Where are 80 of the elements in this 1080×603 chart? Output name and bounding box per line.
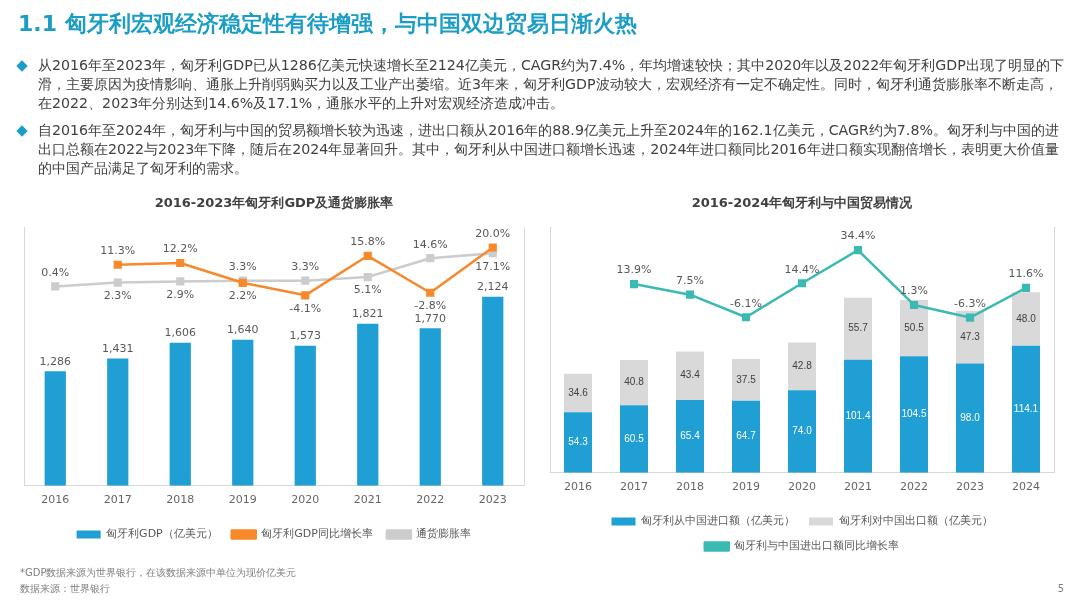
text: 5 [1056, 582, 1064, 596]
text: 1.1 匈牙利宏观经济稳定性有待增强，与中国双边贸易日渐火热 [18, 10, 637, 38]
data-label: 12.2% [162, 242, 198, 256]
data-label: 2.9% [166, 287, 195, 301]
data-label: 47.3 [960, 330, 981, 342]
data-label: 11.6% [1008, 267, 1044, 281]
data-label: 48.0 [1016, 312, 1037, 324]
data-label: 98.0 [960, 411, 981, 423]
legend-label: 匈牙利对中国出口额（亿美元） [838, 514, 993, 528]
x-tick-label: 2022 [900, 480, 928, 494]
data-label: 14.4% [784, 262, 820, 276]
x-tick-label: 2019 [732, 480, 760, 494]
x-tick-label: 2023 [478, 493, 507, 507]
x-tick-label: 2017 [103, 493, 132, 507]
legend-label: 匈牙利从中国进口额（亿美元） [641, 514, 795, 528]
chart-title: 2016-2023年匈牙利GDP及通货膨胀率 [154, 195, 394, 211]
data-label: 0.4% [41, 265, 70, 279]
x-tick-label: 2017 [620, 480, 648, 494]
x-tick-label: 2021 [353, 493, 382, 507]
data-label: 5.1% [353, 283, 382, 297]
data-label: 14.6% [412, 237, 448, 251]
x-tick-label: 2016 [564, 480, 592, 494]
chart-title: 2016-2024年匈牙利与中国贸易情况 [691, 195, 914, 211]
x-tick-label: 2019 [228, 493, 257, 507]
data-label: 1,640 [227, 323, 259, 337]
data-label: 101.4 [845, 410, 871, 422]
x-tick-label: 2020 [291, 493, 320, 507]
x-tick-label: 2021 [844, 480, 872, 494]
data-label: 3.3% [291, 259, 320, 273]
data-label: 65.4 [680, 430, 701, 442]
data-label: 42.8 [792, 360, 813, 372]
data-label: 55.7 [848, 322, 869, 334]
data-label: 60.5 [624, 432, 645, 444]
data-label: 43.4 [680, 369, 701, 381]
data-label: 20.0% [475, 226, 511, 240]
data-label: 1,770 [414, 311, 446, 325]
data-label: 2.3% [103, 288, 132, 302]
data-label: 1.3% [900, 284, 928, 298]
legend-label: 通货膨胀率 [416, 527, 472, 541]
data-label: 1,431 [102, 341, 134, 355]
x-tick-label: 2016 [41, 493, 70, 507]
data-label: 37.5 [736, 373, 757, 385]
x-tick-label: 2020 [788, 480, 816, 494]
data-label: 17.1% [475, 259, 511, 273]
data-label: 74.0 [792, 425, 813, 437]
text: 自2016年至2024年，匈牙利与中国的贸易额增长较为迅速，进出口额从2016年的88.9亿美元上升至2024年的162.1亿美元，CAGR约为7.8%。匈牙利与中国的进出口总额在2022与2023年下降，随后在2024年显著回升。其中，匈牙利从中国进口额增长迅速，2024年进口额同比2016年进口额实现翻倍增长，表明更大价值量的中国产品满足了匈牙利的需求。 [38, 121, 1060, 178]
data-label: 1,606 [164, 326, 196, 340]
data-label: 54.3 [568, 436, 589, 448]
data-label: 34.6 [568, 386, 589, 398]
text: 从2016年至2023年，匈牙利GDP已从1286亿美元快速增长至2124亿美元，CAGR约为7.4%，年均增速较快；其中2020年以及2022年匈牙利GDP出现了明显的下滑，主要原因为疫情影响、通胀上升削弱购买力以及工业产出萎缩。近3年来，匈牙利GDP波动较大，宏观经济有一定不确定性。同时，匈牙利通货膨胀率不断走高，在2022、2023年分别达到14.6%及17.1%，通胀水平的上升对宏观经济造成冲击。 [38, 56, 1065, 113]
x-tick-label: 2023 [956, 480, 984, 494]
x-tick-label: 2018 [166, 493, 195, 507]
data-label: -6.1% [730, 296, 762, 310]
x-tick-label: 2018 [676, 480, 704, 494]
data-label: 3.3% [228, 259, 257, 273]
data-label: -6.3% [954, 296, 986, 310]
data-label: 64.7 [736, 430, 757, 442]
data-label: 40.8 [624, 376, 645, 388]
data-label: 2,124 [477, 280, 509, 294]
data-label: -2.8% [414, 299, 447, 313]
data-label: 11.3% [100, 244, 136, 258]
x-tick-label: 2022 [416, 493, 445, 507]
data-label: 13.9% [616, 263, 652, 277]
text: *GDP数据来源为世界银行，在该数据来源中单位为现价亿美元 [20, 566, 298, 580]
data-label: 34.4% [840, 229, 876, 243]
data-label: 114.1 [1013, 402, 1039, 414]
data-label: 1,821 [352, 307, 384, 321]
data-label: 1,286 [39, 354, 71, 368]
data-label: 104.5 [901, 408, 927, 420]
legend-label: 匈牙利与中国进出口额同比增长率 [734, 539, 900, 553]
data-label: 2.2% [228, 289, 257, 303]
data-label: 50.5 [904, 321, 925, 333]
data-label: 1,573 [289, 329, 321, 343]
x-tick-label: 2024 [1012, 480, 1040, 494]
data-label: 7.5% [676, 274, 704, 288]
legend-label: 匈牙利GDP（亿美元） [106, 527, 218, 541]
legend-label: 匈牙利GDP同比增长率 [261, 527, 373, 541]
data-label: 15.8% [350, 235, 386, 249]
source-note: 数据来源：世界银行 [20, 582, 111, 596]
data-label: -4.1% [289, 301, 322, 315]
